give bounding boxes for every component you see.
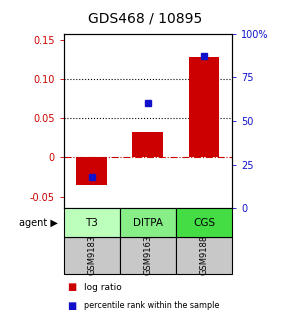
Bar [133, 131, 163, 157]
Text: ■: ■ [67, 301, 76, 311]
Text: GSM9163: GSM9163 [143, 235, 153, 276]
Text: agent ▶: agent ▶ [19, 218, 58, 227]
Text: CGS: CGS [193, 218, 215, 227]
Bar [76, 157, 107, 185]
Text: T3: T3 [85, 218, 98, 227]
Text: GSM9188: GSM9188 [200, 235, 209, 276]
Text: log ratio: log ratio [84, 283, 122, 292]
Text: GSM9183: GSM9183 [87, 235, 96, 276]
Bar [188, 57, 219, 157]
Text: percentile rank within the sample: percentile rank within the sample [84, 301, 220, 310]
Text: DITPA: DITPA [133, 218, 163, 227]
Text: ■: ■ [67, 282, 76, 292]
Text: GDS468 / 10895: GDS468 / 10895 [88, 12, 202, 26]
